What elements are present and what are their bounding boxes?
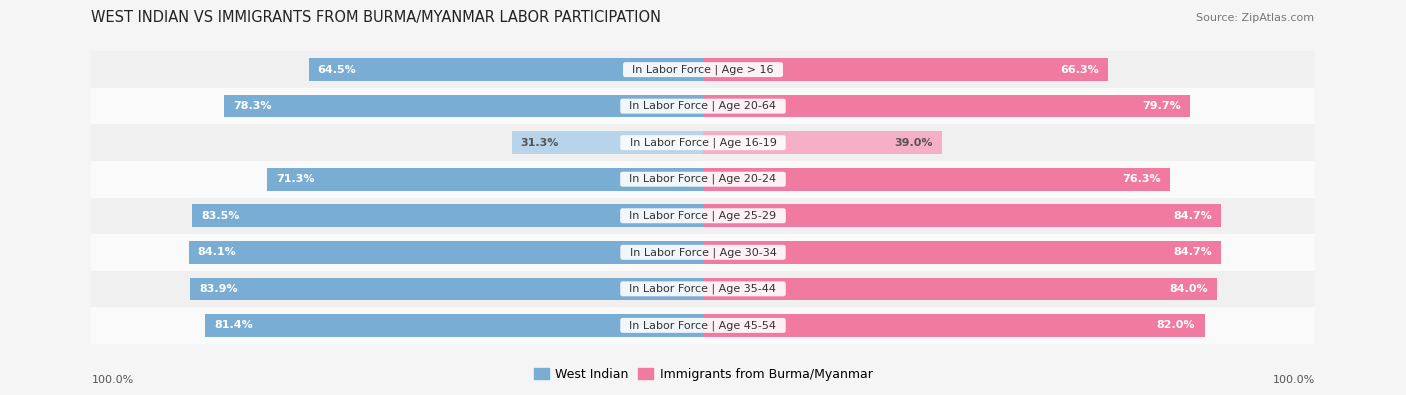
Text: 39.0%: 39.0% (894, 138, 932, 148)
Text: 100.0%: 100.0% (91, 374, 134, 385)
Text: In Labor Force | Age > 16: In Labor Force | Age > 16 (626, 64, 780, 75)
Bar (703, 314, 1205, 337)
Text: WEST INDIAN VS IMMIGRANTS FROM BURMA/MYANMAR LABOR PARTICIPATION: WEST INDIAN VS IMMIGRANTS FROM BURMA/MYA… (91, 11, 661, 25)
Text: 83.9%: 83.9% (200, 284, 238, 294)
Bar (703, 278, 1216, 300)
Text: 31.3%: 31.3% (520, 138, 560, 148)
Bar (703, 241, 1220, 263)
Text: Source: ZipAtlas.com: Source: ZipAtlas.com (1197, 13, 1315, 23)
Bar (190, 278, 703, 300)
Text: 79.7%: 79.7% (1143, 101, 1181, 111)
Bar (91, 88, 1315, 124)
Text: In Labor Force | Age 45-54: In Labor Force | Age 45-54 (623, 320, 783, 331)
Text: 66.3%: 66.3% (1060, 65, 1099, 75)
Text: In Labor Force | Age 20-64: In Labor Force | Age 20-64 (623, 101, 783, 111)
Text: 81.4%: 81.4% (214, 320, 253, 330)
Text: 78.3%: 78.3% (233, 101, 271, 111)
Text: 84.0%: 84.0% (1168, 284, 1208, 294)
Text: 71.3%: 71.3% (276, 174, 315, 184)
Bar (188, 241, 703, 263)
Text: 82.0%: 82.0% (1157, 320, 1195, 330)
Legend: West Indian, Immigrants from Burma/Myanmar: West Indian, Immigrants from Burma/Myanm… (529, 363, 877, 386)
Bar (703, 205, 1220, 227)
Text: 64.5%: 64.5% (318, 65, 357, 75)
Bar (224, 95, 703, 117)
Bar (91, 234, 1315, 271)
Bar (308, 58, 703, 81)
Text: In Labor Force | Age 16-19: In Labor Force | Age 16-19 (623, 137, 783, 148)
Bar (512, 132, 703, 154)
Bar (91, 198, 1315, 234)
Bar (91, 51, 1315, 88)
Bar (703, 168, 1170, 190)
Text: 84.7%: 84.7% (1173, 247, 1212, 257)
Text: 100.0%: 100.0% (1272, 374, 1315, 385)
Text: 76.3%: 76.3% (1122, 174, 1160, 184)
Text: 83.5%: 83.5% (201, 211, 240, 221)
Text: In Labor Force | Age 20-24: In Labor Force | Age 20-24 (623, 174, 783, 184)
Bar (91, 161, 1315, 198)
Text: In Labor Force | Age 35-44: In Labor Force | Age 35-44 (623, 284, 783, 294)
Bar (205, 314, 703, 337)
Bar (91, 271, 1315, 307)
Bar (193, 205, 703, 227)
Text: 84.7%: 84.7% (1173, 211, 1212, 221)
Bar (703, 58, 1108, 81)
Bar (91, 124, 1315, 161)
Bar (703, 95, 1191, 117)
Text: In Labor Force | Age 30-34: In Labor Force | Age 30-34 (623, 247, 783, 258)
Bar (267, 168, 703, 190)
Bar (91, 307, 1315, 344)
Text: In Labor Force | Age 25-29: In Labor Force | Age 25-29 (623, 211, 783, 221)
Text: 84.1%: 84.1% (198, 247, 236, 257)
Bar (703, 132, 942, 154)
